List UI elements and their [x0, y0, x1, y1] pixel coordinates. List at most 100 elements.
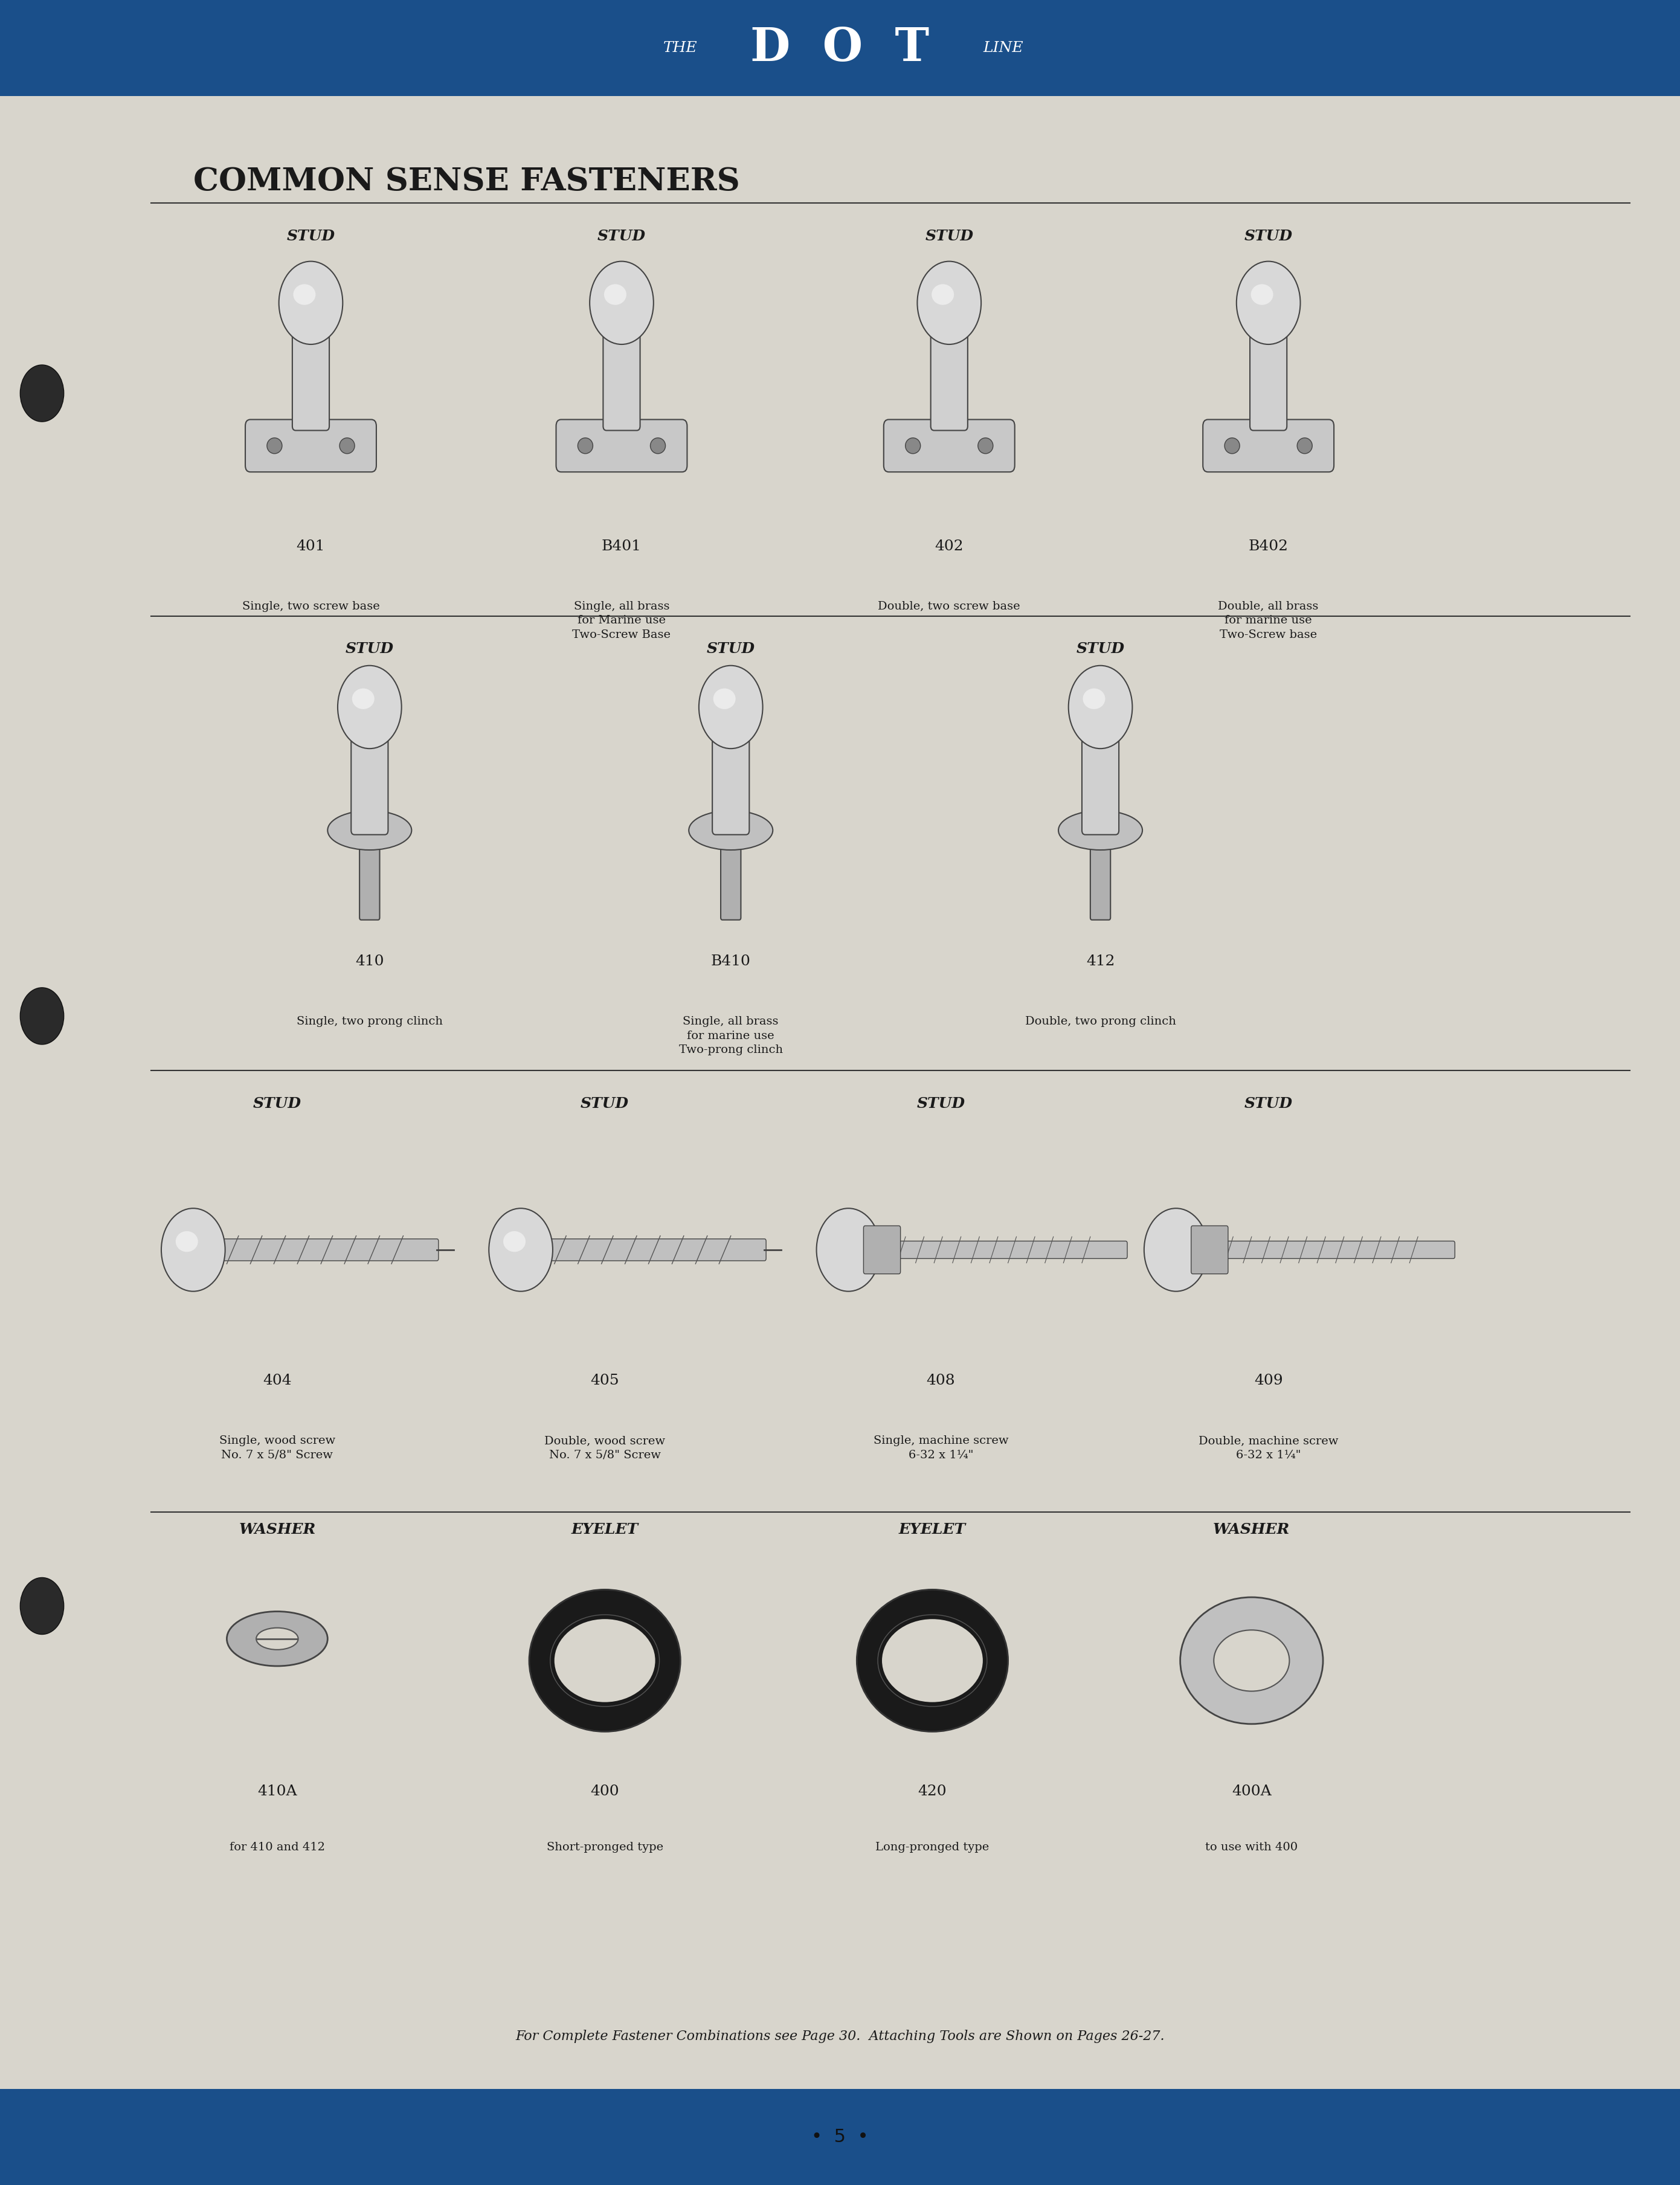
FancyBboxPatch shape — [1200, 1241, 1455, 1259]
Ellipse shape — [978, 437, 993, 454]
Text: For Complete Fastener Combinations see Page 30.  Attaching Tools are Shown on Pa: For Complete Fastener Combinations see P… — [516, 2030, 1164, 2043]
Text: STUD: STUD — [581, 1097, 628, 1110]
Text: B410: B410 — [711, 955, 751, 968]
Text: LINE: LINE — [983, 42, 1023, 55]
Text: Single, two screw base: Single, two screw base — [242, 601, 380, 612]
Text: Single, wood screw
No. 7 x 5/8" Screw: Single, wood screw No. 7 x 5/8" Screw — [218, 1436, 336, 1462]
Text: to use with 400: to use with 400 — [1205, 1842, 1299, 1853]
Ellipse shape — [714, 688, 736, 710]
Ellipse shape — [255, 1628, 299, 1650]
Text: 402: 402 — [934, 540, 964, 553]
Ellipse shape — [1144, 1208, 1208, 1291]
FancyBboxPatch shape — [1203, 420, 1334, 472]
Text: 400A: 400A — [1231, 1785, 1272, 1798]
Bar — [0, 0, 1680, 96]
Text: for 410 and 412: for 410 and 412 — [230, 1842, 324, 1853]
Ellipse shape — [1179, 1597, 1324, 1724]
Ellipse shape — [590, 262, 654, 345]
FancyBboxPatch shape — [1090, 828, 1110, 920]
FancyBboxPatch shape — [556, 420, 687, 472]
Text: STUD: STUD — [707, 642, 754, 655]
Text: 420: 420 — [917, 1785, 948, 1798]
Ellipse shape — [882, 1619, 983, 1702]
Text: Double, wood screw
No. 7 x 5/8" Screw: Double, wood screw No. 7 x 5/8" Screw — [544, 1436, 665, 1462]
FancyBboxPatch shape — [292, 323, 329, 430]
Text: STUD: STUD — [346, 642, 393, 655]
FancyBboxPatch shape — [721, 828, 741, 920]
Text: STUD: STUD — [598, 229, 645, 243]
Text: Single, all brass
for Marine use
Two-Screw Base: Single, all brass for Marine use Two-Scr… — [573, 601, 670, 640]
Ellipse shape — [605, 284, 627, 306]
Text: STUD: STUD — [1245, 229, 1292, 243]
FancyBboxPatch shape — [712, 728, 749, 835]
Text: Single, two prong clinch: Single, two prong clinch — [296, 1016, 444, 1027]
Ellipse shape — [932, 284, 954, 306]
Ellipse shape — [650, 437, 665, 454]
Ellipse shape — [1236, 262, 1300, 345]
Text: Double, two prong clinch: Double, two prong clinch — [1025, 1016, 1176, 1027]
Text: 404: 404 — [262, 1374, 292, 1387]
Ellipse shape — [1068, 666, 1132, 749]
FancyBboxPatch shape — [360, 828, 380, 920]
Text: EYELET: EYELET — [571, 1523, 638, 1536]
Text: STUD: STUD — [917, 1097, 964, 1110]
Ellipse shape — [339, 437, 354, 454]
Ellipse shape — [699, 666, 763, 749]
Text: 408: 408 — [926, 1374, 956, 1387]
Text: WASHER: WASHER — [1213, 1523, 1290, 1536]
Ellipse shape — [504, 1230, 526, 1252]
Ellipse shape — [1225, 437, 1240, 454]
Text: COMMON SENSE FASTENERS: COMMON SENSE FASTENERS — [193, 166, 739, 197]
Ellipse shape — [338, 666, 402, 749]
Ellipse shape — [906, 437, 921, 454]
Text: THE: THE — [664, 42, 697, 55]
Ellipse shape — [554, 1619, 655, 1702]
Bar — [0, 2089, 1680, 2185]
Text: Single, machine screw
6-32 x 1¼": Single, machine screw 6-32 x 1¼" — [874, 1436, 1008, 1462]
Circle shape — [20, 988, 64, 1044]
Ellipse shape — [227, 1613, 328, 1665]
Text: 409: 409 — [1253, 1374, 1284, 1387]
Ellipse shape — [1252, 284, 1273, 306]
Text: 401: 401 — [296, 540, 326, 553]
Ellipse shape — [294, 284, 316, 306]
Text: 405: 405 — [590, 1374, 620, 1387]
Text: 410A: 410A — [257, 1785, 297, 1798]
FancyBboxPatch shape — [217, 1239, 438, 1261]
Ellipse shape — [328, 811, 412, 850]
Text: STUD: STUD — [1245, 1097, 1292, 1110]
FancyBboxPatch shape — [864, 1226, 900, 1274]
Ellipse shape — [489, 1208, 553, 1291]
Text: STUD: STUD — [287, 229, 334, 243]
Ellipse shape — [689, 811, 773, 850]
Ellipse shape — [1084, 688, 1105, 710]
FancyBboxPatch shape — [884, 420, 1015, 472]
Ellipse shape — [529, 1591, 680, 1731]
Ellipse shape — [279, 262, 343, 345]
Text: Short-pronged type: Short-pronged type — [546, 1842, 664, 1853]
FancyBboxPatch shape — [872, 1241, 1127, 1259]
Ellipse shape — [917, 262, 981, 345]
Circle shape — [20, 365, 64, 422]
Text: B401: B401 — [601, 540, 642, 553]
FancyBboxPatch shape — [603, 323, 640, 430]
Ellipse shape — [1297, 437, 1312, 454]
FancyBboxPatch shape — [1082, 728, 1119, 835]
Text: Double, all brass
for marine use
Two-Screw base: Double, all brass for marine use Two-Scr… — [1218, 601, 1319, 640]
Text: Single, all brass
for marine use
Two-prong clinch: Single, all brass for marine use Two-pro… — [679, 1016, 783, 1055]
Ellipse shape — [1058, 811, 1142, 850]
Text: WASHER: WASHER — [239, 1523, 316, 1536]
Text: Long-pronged type: Long-pronged type — [875, 1842, 990, 1853]
Circle shape — [20, 1578, 64, 1634]
Ellipse shape — [267, 437, 282, 454]
Ellipse shape — [816, 1208, 880, 1291]
Text: 400: 400 — [590, 1785, 620, 1798]
Ellipse shape — [857, 1591, 1008, 1731]
FancyBboxPatch shape — [245, 420, 376, 472]
Ellipse shape — [161, 1208, 225, 1291]
Ellipse shape — [578, 437, 593, 454]
Ellipse shape — [1213, 1630, 1290, 1691]
Ellipse shape — [353, 688, 375, 710]
Text: Double, machine screw
6-32 x 1¼": Double, machine screw 6-32 x 1¼" — [1198, 1436, 1339, 1462]
Text: STUD: STUD — [1077, 642, 1124, 655]
